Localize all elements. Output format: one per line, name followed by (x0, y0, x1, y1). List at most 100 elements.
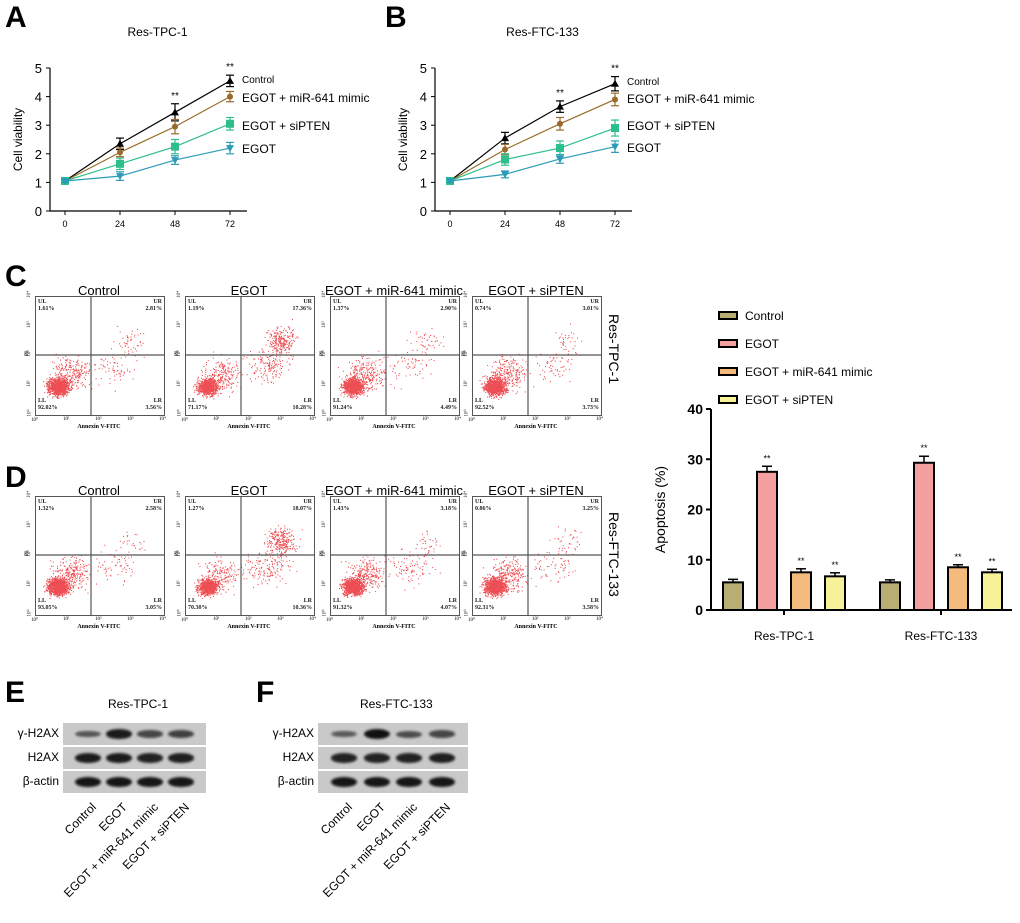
panel-label-b: B (385, 1, 407, 34)
flow-y-axis-label: PI (175, 551, 180, 556)
scatter-dots (186, 497, 314, 615)
legend-swatch (718, 395, 738, 404)
protein-band (428, 730, 455, 738)
apoptosis-bar-chart: Control EGOT EGOT + miR-641 mimic EGOT + si… (652, 309, 1012, 643)
data-point (226, 119, 234, 128)
flow-y-tick-label: 10³ (26, 320, 32, 328)
quadrant-percent: 0.74% (475, 306, 492, 312)
data-point (117, 149, 123, 156)
flow-x-tick-label: 10¹ (358, 617, 365, 622)
series-label: EGOT + miR-641 mimic (242, 91, 369, 105)
significance-marker: ** (226, 62, 234, 73)
flow-x-tick-label: 10³ (127, 617, 134, 622)
western-blot-panels: Res-TPC-1 γ-H2AX H2AX β-actin Control EGOT EGO… (0, 670, 520, 903)
data-point (446, 177, 454, 185)
quadrant-ur: UR 2.58% (146, 499, 163, 513)
flow-y-tick-label: 10⁰ (464, 609, 470, 617)
quadrant-percent: 1.19% (188, 306, 205, 312)
quadrant-name: UR (303, 499, 312, 505)
flow-scatter-plot: UL 1.32% UR 2.58% LL 93.05% LR 3.05% (35, 496, 165, 616)
flow-x-tick-label: 10² (95, 617, 102, 622)
quadrant-name: LR (448, 598, 457, 604)
bar (756, 470, 778, 611)
flow-x-tick-label: 10⁴ (596, 417, 603, 422)
y-tick-label: 2 (35, 147, 42, 162)
protein-band (106, 777, 133, 787)
y-tick-label: 4 (35, 90, 42, 105)
protein-band (75, 753, 102, 763)
flow-scatter-plot: UL 1.37% UR 2.90% LL 91.24% LR 4.49% (330, 296, 460, 416)
quadrant-name: LL (38, 398, 47, 404)
quadrant-name: LL (333, 598, 342, 604)
quadrant-ll: LL 91.32% (333, 598, 353, 612)
significance-marker: ** (831, 560, 839, 570)
flow-y-axis-label: PI (25, 551, 30, 556)
series-line (64, 147, 231, 182)
flow-x-axis-label: Annexin V-FITC (514, 424, 558, 430)
flow-x-tick-label: 10² (245, 417, 252, 422)
flow-x-tick-label: 10³ (127, 417, 134, 422)
flow-y-tick-label: 10⁰ (177, 409, 183, 417)
flow-x-tick-label: 10³ (277, 417, 284, 422)
panel-label-d: D (5, 461, 27, 494)
quadrant-percent: 0.86% (475, 506, 492, 512)
x-tick-label: 72 (610, 219, 620, 229)
flow-x-tick-label: 10⁰ (31, 618, 39, 623)
quadrant-name: LL (188, 398, 197, 404)
protein-band (136, 777, 163, 787)
flow-x-axis-label: Annexin V-FITC (372, 624, 416, 630)
x-tick-label: 0 (447, 219, 452, 229)
flow-y-tick-label: 10⁴ (321, 491, 327, 498)
flow-x-tick-label: 10⁴ (309, 417, 316, 422)
series-label: EGOT + siPTEN (242, 119, 330, 133)
quadrant-percent: 4.07% (440, 605, 458, 611)
protein-band (396, 753, 423, 763)
event-dots (194, 525, 303, 600)
quadrant-ur: UR 3.18% (441, 499, 458, 513)
flow-y-tick-label: 10⁰ (322, 609, 328, 617)
quadrant-lr: LR 3.56% (146, 398, 163, 412)
series-line (64, 123, 231, 182)
y-tick-label: 2 (420, 147, 427, 162)
data-point (61, 177, 69, 185)
series-line (449, 146, 616, 182)
quadrant-percent: 91.24% (333, 405, 353, 411)
flow-x-tick-label: 10⁰ (31, 418, 39, 423)
line-chart-b: Res-FTC-133 0 1 2 3 4 5 0 24 48 72 Cell viability Co… (396, 25, 754, 229)
series-label: Control (242, 75, 274, 86)
event-dots (339, 530, 441, 599)
quadrant-ul: UL 1.27% (188, 499, 205, 513)
flow-plot-title: Control (78, 283, 120, 298)
protein-band (136, 753, 163, 763)
flow-y-tick-label: 10³ (176, 520, 182, 528)
flow-x-tick-label: 10⁴ (309, 617, 316, 622)
protein-band (363, 777, 390, 787)
flow-y-tick-label: 10⁴ (176, 491, 182, 498)
quadrant-percent: 3.05% (145, 605, 163, 611)
flow-x-tick-label: 10² (245, 617, 252, 622)
legend-label: Control (745, 309, 784, 323)
y-tick-label: 0 (420, 204, 427, 219)
flow-y-tick-label: 10⁰ (322, 409, 328, 417)
flow-y-tick-label: 10¹ (26, 379, 32, 387)
blot-row-label: H2AX (282, 750, 314, 764)
flow-x-tick-label: 10² (390, 617, 397, 622)
quadrant-name: LR (590, 598, 599, 604)
quadrant-lr: LR 4.07% (441, 598, 458, 612)
quadrant-ur: UR 17.36% (293, 299, 313, 313)
quadrant-percent: 92.31% (475, 605, 495, 611)
data-point (557, 120, 563, 127)
flow-x-tick-label: 10² (390, 417, 397, 422)
flow-plot-title: EGOT (230, 483, 268, 498)
flow-x-tick-label: 10¹ (358, 417, 365, 422)
scatter-dots (186, 297, 314, 415)
y-tick-label: 0 (35, 204, 42, 219)
flow-scatter-plot: UL 0.86% UR 3.25% LL 92.31% LR 3.58% (472, 496, 602, 616)
quadrant-name: UR (448, 499, 457, 505)
quadrant-lr: LR 3.58% (583, 598, 600, 612)
series-line (449, 127, 616, 182)
quadrant-percent: 1.37% (333, 306, 350, 312)
flow-x-tick-label: 10⁰ (326, 418, 334, 423)
quadrant-name: LR (448, 398, 457, 404)
legend-swatch (718, 367, 738, 376)
